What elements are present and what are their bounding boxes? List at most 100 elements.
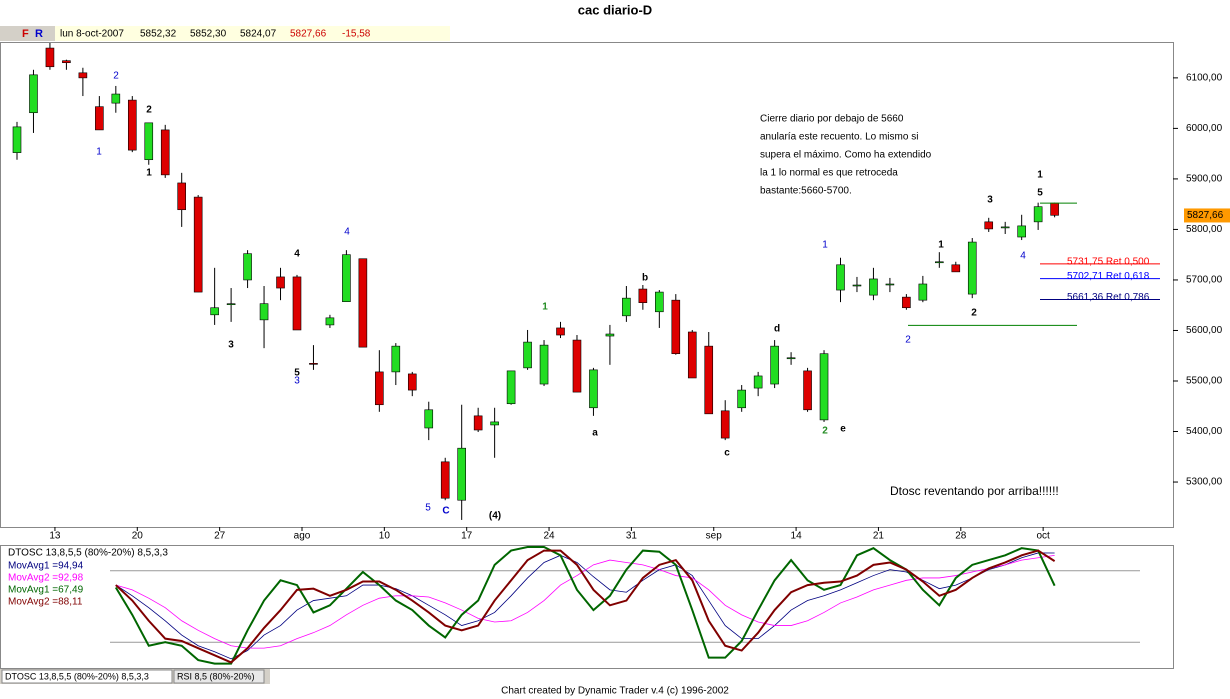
- wave-label: e: [840, 424, 846, 435]
- candle-body: [655, 291, 664, 313]
- candle-body: [539, 344, 549, 385]
- candle-body: [127, 99, 137, 151]
- wave-label: 5: [425, 503, 431, 514]
- candle-body: [12, 126, 22, 153]
- candle-body: [391, 345, 401, 373]
- candle-body: [144, 122, 154, 161]
- oscillator-line: [115, 552, 1055, 660]
- candle-body: [869, 278, 878, 296]
- x-tick-label: 20: [132, 531, 144, 542]
- candle-body: [342, 254, 351, 302]
- candle-body: [902, 296, 911, 309]
- candle-body: [786, 357, 796, 360]
- last-price-box: [1184, 208, 1230, 223]
- candle-body: [407, 373, 417, 391]
- wave-label: 1: [542, 302, 548, 313]
- candle-body: [770, 345, 779, 385]
- wave-label: 3: [987, 195, 993, 206]
- candle-body: [852, 284, 862, 287]
- candle-body: [885, 283, 895, 286]
- candle-body: [737, 389, 746, 409]
- candle-body: [440, 461, 450, 499]
- oscillator-line: [114, 546, 1056, 665]
- candle-body: [638, 288, 648, 303]
- f-button[interactable]: F: [22, 28, 29, 40]
- wave-label: a: [592, 428, 598, 439]
- candle-body: [671, 299, 681, 355]
- wave-label: (4): [489, 511, 501, 522]
- wave-label: c: [724, 448, 730, 459]
- note-line: bastante:5660-5700.: [760, 186, 852, 197]
- candle-body: [95, 106, 104, 131]
- r-button[interactable]: R: [35, 28, 43, 40]
- candle-body: [819, 353, 829, 421]
- legend-entry: MovAvg2 =92,98: [8, 573, 84, 584]
- info-date: lun 8-oct-2007: [60, 29, 124, 40]
- info-open: 5852,32: [140, 29, 177, 40]
- x-tick-label: 14: [791, 531, 803, 542]
- candle-body: [951, 264, 961, 273]
- candle-body: [935, 261, 944, 264]
- wave-label: 3: [294, 376, 300, 387]
- wave-label: 2: [905, 335, 911, 346]
- button-bar: [0, 26, 55, 41]
- tab-rsi[interactable]: [173, 669, 265, 684]
- x-tick-label: ago: [294, 531, 311, 542]
- tab-dtosc[interactable]: [1, 669, 173, 684]
- note-line: supera el máximo. Como ha extendido: [760, 150, 932, 161]
- candle-body: [490, 421, 499, 426]
- y-tick-label: 5700,00: [1186, 275, 1223, 286]
- wave-label: 2: [971, 308, 977, 319]
- candle-body: [918, 283, 928, 301]
- y-tick-label: 5500,00: [1186, 376, 1223, 387]
- candle-body: [967, 241, 977, 295]
- oscillator-title: DTOSC 13,8,5,5 (80%-20%) 8,5,3,3: [8, 548, 168, 559]
- candle-body: [803, 370, 812, 411]
- info-change: -15,58: [342, 29, 371, 40]
- y-tick-label: 5800,00: [1186, 224, 1223, 235]
- chart-title: cac diario-D: [578, 2, 652, 17]
- candle-body: [309, 363, 318, 365]
- footer: Chart created by Dynamic Trader v.4 (c) …: [501, 686, 729, 697]
- candle-body: [572, 339, 582, 393]
- candle-body: [160, 129, 170, 176]
- candle-body: [523, 341, 532, 369]
- info-high: 5852,30: [190, 29, 227, 40]
- wave-label: 2: [113, 71, 119, 82]
- legend-entry: MovAvg1 =67,49: [8, 585, 84, 596]
- candle-body: [556, 327, 565, 336]
- price-panel: [0, 42, 1174, 528]
- candle-body: [62, 60, 71, 64]
- comment: Dtosc reventando por arriba!!!!!!: [890, 484, 1059, 498]
- note-line: Cierre diario por debajo de 5660: [760, 114, 904, 125]
- x-tick-label: 28: [955, 531, 967, 542]
- candle-body: [358, 258, 368, 348]
- note-line: anularía este recuento. Lo mismo si: [760, 132, 918, 143]
- legend-entry: MovAvg2 =88,11: [8, 597, 83, 608]
- y-tick-label: 5300,00: [1186, 477, 1223, 488]
- wave-label: 1: [822, 240, 828, 251]
- candle-body: [457, 447, 466, 501]
- candle-body: [1017, 225, 1026, 238]
- candle-body: [605, 333, 615, 337]
- candle-body: [177, 182, 186, 211]
- candle-body: [210, 307, 219, 316]
- candle-body: [836, 264, 845, 291]
- candle-body: [259, 303, 269, 321]
- tab-rsi-label[interactable]: RSI 8,5 (80%-20%): [177, 671, 255, 681]
- retracement-label: 5731,75 Ret 0,500: [1067, 257, 1150, 268]
- x-tick-label: 31: [626, 531, 638, 542]
- tab-dtosc-label[interactable]: DTOSC 13,8,5,5 (80%-20%) 8,5,3,3: [5, 671, 149, 681]
- candle-body: [292, 276, 302, 331]
- wave-label: 1: [146, 168, 152, 179]
- candle-body: [111, 93, 121, 104]
- wave-label: 1: [96, 147, 102, 158]
- candle-body: [226, 303, 236, 306]
- x-tick-label: 21: [873, 531, 885, 542]
- x-tick-label: 10: [379, 531, 391, 542]
- candle-body: [1033, 206, 1043, 223]
- candle-body: [1000, 226, 1010, 229]
